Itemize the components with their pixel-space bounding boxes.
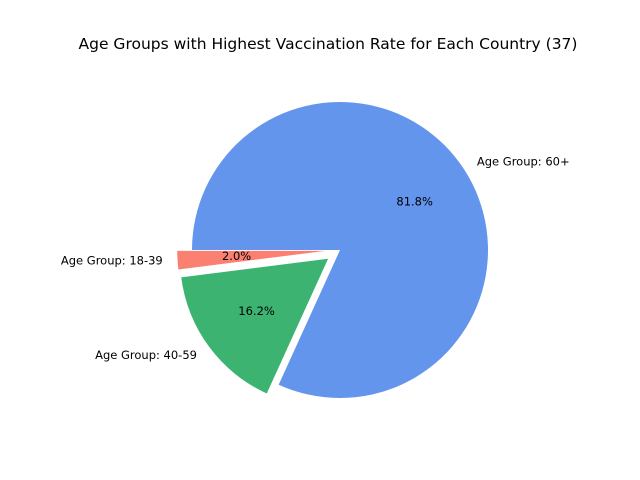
slice-label: Age Group: 18-39 (61, 254, 163, 268)
slice-label: Age Group: 40-59 (95, 348, 197, 362)
slice-percent-label: 2.0% (222, 249, 251, 263)
pie-slice-age-group-18-39 (177, 250, 326, 270)
pie-slice-age-group-60 (192, 102, 488, 399)
pie-labels: Age Group: 60+ 81.8% Age Group: 40-59 16.2%… (61, 154, 570, 361)
pie-slice-age-group-40-59 (181, 258, 329, 394)
chart-title: Age Groups with Highest Vaccination Rate… (79, 35, 578, 53)
slice-label: Age Group: 60+ (477, 154, 570, 168)
pie-slices (177, 102, 488, 399)
slice-percent-label: 81.8% (396, 194, 433, 208)
slice-percent-label: 16.2% (238, 304, 275, 318)
